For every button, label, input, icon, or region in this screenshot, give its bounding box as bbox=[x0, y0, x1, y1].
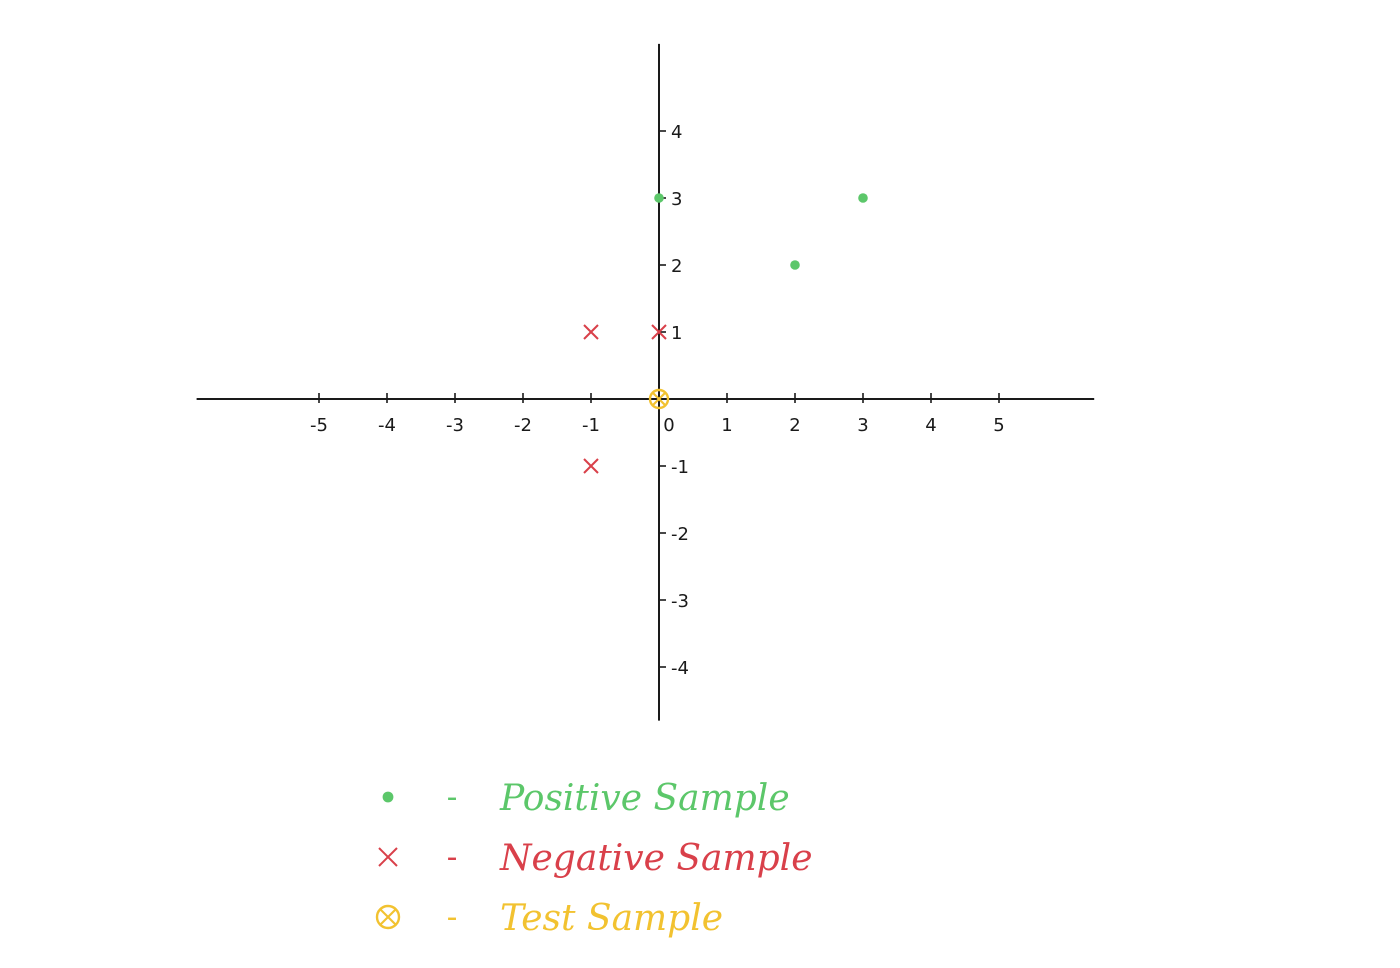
x-tick-label: -5 bbox=[310, 415, 328, 436]
test-sample-point bbox=[648, 388, 670, 410]
cross-stroke bbox=[651, 324, 667, 340]
legend-item: - Negative Sample bbox=[378, 838, 813, 879]
circle-ring bbox=[648, 388, 670, 410]
negative-sample-point bbox=[651, 324, 667, 340]
y-tick-label: 3 bbox=[671, 189, 682, 210]
cross-stroke bbox=[380, 909, 396, 925]
legend-dash: - bbox=[447, 780, 458, 815]
cross-stroke bbox=[583, 458, 599, 474]
x-tick-label: 1 bbox=[721, 415, 732, 436]
x-tick-label: -1 bbox=[582, 415, 600, 436]
legend-dash: - bbox=[447, 900, 458, 935]
ticks: -5 -4 -3 -2 -1 0 1 2 3 4 5 4 3 2 1 -1 -2 -3 -4 bbox=[310, 122, 1005, 679]
x-tick-label: -2 bbox=[514, 415, 532, 436]
y-tick-label: 2 bbox=[671, 256, 682, 277]
dot-marker bbox=[858, 193, 868, 203]
y-tick-label: -2 bbox=[671, 524, 689, 545]
legend-symbol bbox=[382, 791, 394, 803]
negative-sample-point bbox=[583, 324, 599, 340]
legend-symbol bbox=[375, 904, 401, 930]
y-tick-label: -3 bbox=[671, 591, 689, 612]
negative-sample-point bbox=[583, 458, 599, 474]
x-tick-label: -3 bbox=[446, 415, 464, 436]
legend-label: Test Sample bbox=[500, 898, 723, 939]
x-tick-label: 3 bbox=[857, 415, 868, 436]
dot-marker bbox=[382, 791, 394, 803]
legend-item: - Positive Sample bbox=[382, 778, 790, 819]
positive-sample-point bbox=[858, 193, 868, 203]
axes bbox=[196, 43, 1095, 721]
y-tick-label: -4 bbox=[671, 658, 689, 679]
x-tick-label: 4 bbox=[925, 415, 936, 436]
cross-stroke bbox=[378, 847, 398, 867]
dot-marker bbox=[654, 193, 664, 203]
x-tick-label: -4 bbox=[378, 415, 396, 436]
legend-label: Positive Sample bbox=[499, 778, 790, 819]
cross-stroke bbox=[652, 392, 666, 406]
legend-symbol bbox=[378, 847, 398, 867]
y-tick-label: 4 bbox=[671, 122, 682, 143]
positive-sample-point bbox=[790, 260, 800, 270]
legend-dash: - bbox=[447, 840, 458, 875]
positive-sample-point bbox=[654, 193, 664, 203]
x-tick-label: 2 bbox=[789, 415, 800, 436]
dot-marker bbox=[790, 260, 800, 270]
cross-stroke bbox=[583, 324, 599, 340]
data-points bbox=[583, 193, 868, 474]
legend-item: - Test Sample bbox=[375, 898, 723, 939]
circle-ring bbox=[375, 904, 401, 930]
y-tick-label: 1 bbox=[671, 323, 682, 344]
x-tick-label: 5 bbox=[993, 415, 1004, 436]
legend-label: Negative Sample bbox=[499, 838, 813, 879]
x-tick-label: 0 bbox=[663, 415, 674, 436]
y-tick-label: -1 bbox=[671, 457, 689, 478]
legend: - Positive Sample - Negative Sample - Test Sa… bbox=[375, 778, 813, 939]
